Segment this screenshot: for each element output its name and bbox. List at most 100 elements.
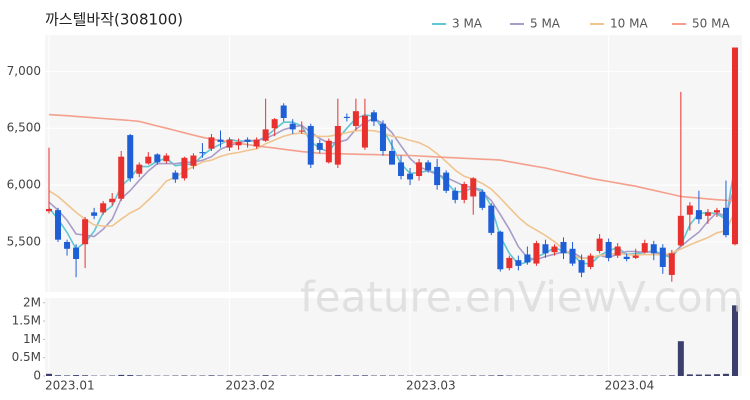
candle-body (352, 111, 359, 126)
candle-body (596, 238, 603, 252)
candle-body (551, 246, 558, 253)
candle-body (686, 205, 693, 215)
volume-bar (713, 374, 720, 376)
volume-bar (379, 375, 386, 376)
candle-body (136, 164, 143, 174)
y-tick-label: 6,500 (7, 121, 41, 135)
candle-body (271, 119, 278, 129)
x-tick-label: 2023.01 (45, 379, 95, 393)
volume-bar (677, 341, 684, 376)
volume-bar (732, 305, 738, 376)
candle-body (461, 183, 468, 200)
candle-body (91, 212, 98, 216)
candle-body (569, 248, 576, 264)
candle-body (479, 191, 486, 208)
candle-body (623, 256, 630, 260)
candle-body (704, 212, 711, 216)
volume-tick-label: 1M (23, 332, 41, 346)
volume-bar (659, 375, 666, 376)
volume-bar (64, 375, 71, 376)
volume-bar (118, 374, 125, 376)
candle-body (587, 255, 594, 267)
candle-body (470, 178, 477, 197)
candle-body (497, 231, 504, 270)
volume-bar (217, 375, 224, 376)
candle-body (190, 155, 197, 166)
candle-body (73, 247, 80, 260)
legend-label: 50 MA (692, 17, 730, 31)
volume-tick-label: 0.5M (12, 350, 41, 364)
volume-bar (46, 373, 52, 376)
volume-bar (181, 375, 188, 376)
candle-body (578, 260, 585, 273)
legend-label: 3 MA (452, 17, 483, 31)
candle-body (389, 150, 395, 165)
volume-tick-label: 2M (23, 295, 41, 309)
volume-bar (208, 375, 215, 376)
volume-bar (262, 375, 269, 376)
candle-body (55, 210, 62, 240)
candle-body (407, 173, 414, 180)
volume-bar (280, 375, 287, 376)
x-tick-label: 2023.03 (406, 379, 456, 393)
candle-body (199, 152, 206, 154)
candle-body (542, 244, 549, 254)
candle-body (659, 247, 666, 267)
volume-bar (361, 375, 368, 376)
candle-body (217, 139, 224, 142)
volume-bar (127, 375, 134, 376)
candle-body (398, 162, 405, 177)
watermark: feature.enViewV.com (300, 273, 743, 322)
ma-line (48, 129, 736, 260)
candle-body (650, 244, 657, 254)
candle-body (506, 257, 513, 269)
volume-bar (695, 374, 702, 376)
candle-body (488, 205, 495, 233)
volume-bar (334, 375, 341, 376)
candle-body (46, 208, 52, 212)
x-tick-label: 2023.02 (226, 379, 276, 393)
legend-label: 10 MA (610, 17, 648, 31)
volume-bar (686, 374, 693, 376)
candle-body (100, 203, 107, 213)
volume-bar (596, 375, 603, 376)
volume-bar (578, 375, 585, 376)
candle-body (235, 141, 242, 146)
candle-body (280, 105, 287, 119)
candle-body (262, 129, 269, 141)
legend-label: 5 MA (530, 17, 561, 31)
candle-body (334, 125, 341, 165)
candle-body (443, 172, 450, 191)
y-tick-label: 6,000 (7, 178, 41, 192)
candle-body (163, 155, 170, 162)
y-tick-label: 7,000 (7, 64, 41, 78)
candle-body (316, 143, 323, 150)
candle-body (253, 139, 260, 147)
volume-bar (352, 375, 359, 376)
candle-body (434, 166, 441, 186)
volume-tick-label: 1.5M (12, 314, 41, 328)
chart-title: 까스텔바작(308100) (45, 11, 183, 29)
candle-body (64, 241, 71, 249)
candle-body (343, 116, 350, 119)
candle-body (533, 243, 540, 264)
volume-bar (470, 375, 477, 376)
candle-body (289, 123, 296, 130)
volume-bar (136, 375, 143, 376)
volume-bar (722, 373, 729, 376)
candle-body (298, 130, 305, 132)
volume-bar (325, 375, 332, 376)
candle-body (732, 47, 738, 245)
candle-body (605, 241, 612, 258)
candle-body (722, 207, 729, 236)
volume-bar (668, 375, 675, 376)
candle-body (307, 125, 314, 165)
candle-body (713, 210, 720, 213)
candle-body (325, 140, 332, 163)
candle-body (118, 156, 125, 199)
volume-bar (226, 375, 233, 376)
volume-bar (704, 374, 711, 376)
candle-body (632, 255, 639, 258)
candle-body (515, 260, 522, 266)
